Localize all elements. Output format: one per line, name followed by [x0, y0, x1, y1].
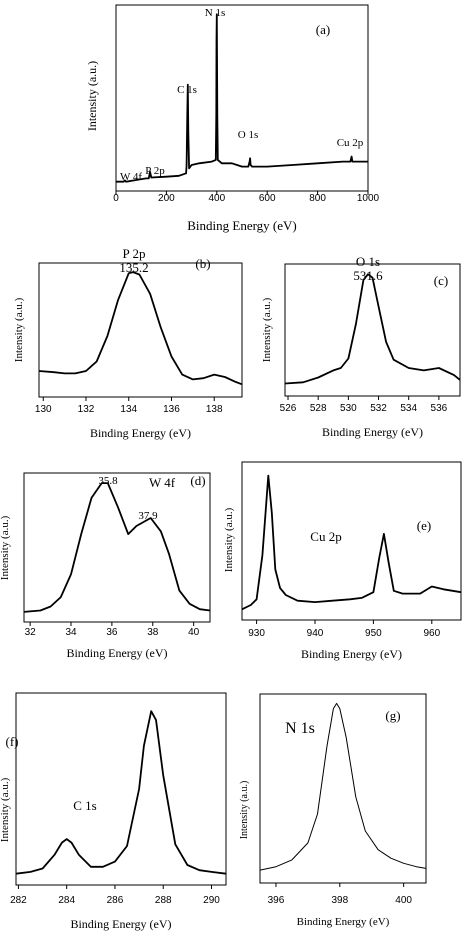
x-tick-label: 40 — [188, 627, 200, 638]
peak-annotation: C 1s — [73, 798, 96, 813]
y-axis-label: Intensity (a.u.) — [223, 507, 235, 572]
plot-frame-f — [15, 692, 227, 886]
peak-annotation: P 2p — [145, 165, 165, 177]
plot-frame-d — [23, 472, 211, 623]
peak-annotation: N 1s — [285, 720, 315, 737]
peak-annotation: 135.2 — [119, 260, 148, 275]
y-axis-label: Intensity (a.u.) — [85, 61, 99, 131]
peak-annotation: P 2p — [123, 246, 146, 261]
x-axis-label: Binding Energy (eV) — [70, 917, 171, 931]
x-tick-label: 526 — [280, 403, 297, 414]
panel-c: 526 528 530 532 534 536 Binding Energy (eV) Int… — [261, 254, 461, 439]
peak-annotation: C 1s — [177, 84, 197, 96]
x-tick-label: 290 — [203, 895, 220, 906]
series-line-a — [116, 13, 368, 183]
x-tick-label: 536 — [431, 403, 448, 414]
x-tick-label: 396 — [268, 895, 285, 906]
x-axis-label: Binding Energy (eV) — [322, 425, 423, 439]
x-tick-label: 400 — [208, 193, 225, 204]
x-tick-label: 940 — [307, 628, 324, 639]
x-tick-label: 1000 — [357, 193, 380, 204]
series-line-g — [259, 702, 427, 871]
x-axis-label: Binding Energy (eV) — [90, 426, 191, 440]
peak-annotation: 37.9 — [138, 510, 158, 522]
panel-letter: (e) — [417, 518, 431, 533]
x-tick-label: 36 — [106, 627, 118, 638]
x-tick-label: 532 — [370, 403, 387, 414]
panel-letter: (f) — [6, 734, 19, 749]
x-tick-label: 130 — [35, 404, 52, 415]
peak-annotation: O 1s — [356, 254, 380, 269]
panel-e: 930 940 950 960 Binding Energy (eV) Intensity… — [223, 461, 462, 661]
x-tick-label: 38 — [147, 627, 159, 638]
peak-annotation: W 4f — [120, 171, 142, 183]
x-tick-label: 930 — [248, 628, 265, 639]
y-axis-label: Intensity (a.u.) — [261, 297, 273, 362]
x-axis-label: Binding Energy (eV) — [301, 647, 402, 661]
x-tick-label: 600 — [259, 193, 276, 204]
x-tick-label: 286 — [107, 895, 124, 906]
x-tick-label: 132 — [78, 404, 95, 415]
y-axis-label: Intensity (a.u.) — [13, 297, 25, 362]
x-tick-label: 528 — [310, 403, 327, 414]
x-tick-label: 400 — [395, 895, 412, 906]
plot-frame-a — [115, 4, 369, 192]
x-tick-label: 288 — [155, 895, 172, 906]
peak-annotation: Cu 2p — [310, 529, 341, 544]
series-line-d — [23, 482, 211, 613]
x-tick-label: 398 — [331, 895, 348, 906]
panel-letter: (a) — [316, 22, 330, 37]
series-line-e — [241, 474, 462, 611]
panel-letter: (d) — [190, 473, 205, 488]
series-line-f — [15, 710, 227, 875]
x-tick-label: 200 — [158, 193, 175, 204]
x-tick-label: 138 — [206, 404, 223, 415]
x-tick-label: 282 — [10, 895, 27, 906]
x-tick-label: 960 — [423, 628, 440, 639]
panel-g: 396 398 400 Binding Energy (eV) Intensity (a… — [239, 693, 427, 928]
series-line-c — [284, 273, 461, 385]
panel-letter: (g) — [385, 708, 400, 723]
panel-a: 0 200 400 600 800 1000 Binding Energy (eV) Inte… — [85, 4, 380, 233]
x-tick-label: 136 — [163, 404, 180, 415]
x-tick-label: 530 — [340, 403, 357, 414]
x-tick-label: 32 — [25, 627, 37, 638]
x-tick-label: 950 — [365, 628, 382, 639]
x-tick-label: 534 — [400, 403, 417, 414]
panel-d: 32 34 36 38 40 Binding Energy (eV) Intensity (… — [0, 472, 211, 660]
plot-frame-g — [259, 693, 427, 884]
panel-f: 282 284 286 288 290 Binding Energy (eV) Intens… — [0, 692, 227, 931]
peak-annotation: 35.8 — [98, 475, 118, 487]
x-axis-label: Binding Energy (eV) — [187, 218, 297, 233]
y-axis-label: Intensity (a.u.) — [0, 777, 11, 842]
plot-frame-b — [38, 262, 243, 398]
peak-annotation: 531.6 — [353, 268, 383, 283]
peak-annotation: N 1s — [205, 7, 225, 19]
panel-letter: (c) — [434, 273, 448, 288]
x-tick-label: 134 — [120, 404, 137, 415]
peak-annotation: Cu 2p — [337, 137, 364, 149]
x-axis-label: Binding Energy (eV) — [297, 916, 390, 928]
plot-frame-e — [241, 461, 462, 621]
x-tick-label: 800 — [309, 193, 326, 204]
x-axis-label: Binding Energy (eV) — [66, 646, 167, 660]
y-axis-label: Intensity (a.u.) — [0, 515, 11, 580]
peak-annotation: O 1s — [238, 129, 258, 141]
plot-frame-c — [284, 263, 461, 397]
panel-b: 130 132 134 136 138 Binding Energy (eV) Intens… — [13, 246, 243, 440]
panel-letter: (b) — [195, 256, 210, 271]
peak-annotation: W 4f — [149, 475, 176, 490]
series-line-b — [38, 271, 243, 386]
x-tick-label: 0 — [113, 193, 119, 204]
y-axis-label: Intensity (a.u.) — [239, 781, 250, 840]
x-tick-label: 284 — [58, 895, 75, 906]
x-tick-label: 34 — [65, 627, 77, 638]
